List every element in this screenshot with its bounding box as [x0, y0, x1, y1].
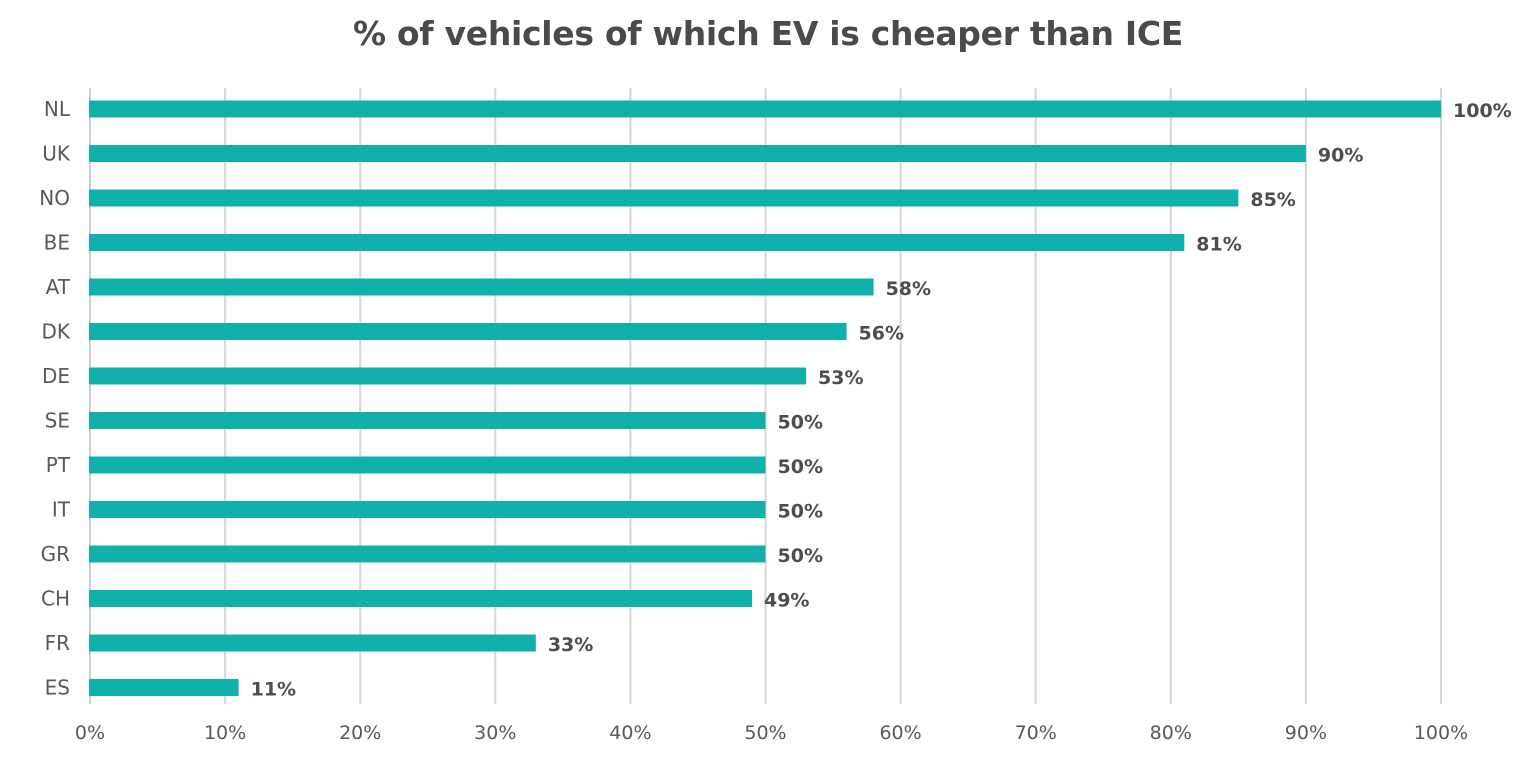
chart-title: % of vehicles of which EV is cheaper tha…	[352, 14, 1184, 53]
category-label-no: NO	[39, 186, 70, 210]
value-label-at: 58%	[886, 278, 931, 300]
x-tick-label: 10%	[204, 722, 246, 744]
bar-gr	[89, 545, 766, 563]
bars	[89, 100, 1441, 696]
bar-dk	[89, 323, 847, 340]
x-tick-label: 70%	[1015, 722, 1057, 744]
category-label-nl: NL	[44, 97, 71, 121]
value-label-nl: 100%	[1453, 100, 1512, 122]
value-label-gr: 50%	[778, 545, 823, 567]
value-label-it: 50%	[778, 501, 823, 523]
bar-fr	[89, 634, 536, 652]
category-label-se: SE	[45, 409, 70, 433]
x-tick-label: 50%	[744, 722, 786, 744]
value-label-no: 85%	[1250, 189, 1295, 211]
category-label-uk: UK	[42, 142, 71, 166]
bar-uk	[89, 145, 1306, 162]
x-tick-label: 30%	[474, 722, 516, 744]
x-tick-label: 40%	[609, 722, 651, 744]
category-label-be: BE	[44, 231, 70, 255]
category-label-es: ES	[45, 676, 70, 700]
value-label-fr: 33%	[548, 634, 593, 656]
bar-es	[89, 679, 239, 696]
category-labels: NL UK NO BE AT DK DE SE PT IT GR CH FR ES	[39, 97, 71, 700]
x-tick-label: 90%	[1285, 722, 1327, 744]
category-label-de: DE	[42, 364, 70, 388]
bar-be	[89, 234, 1185, 251]
bar-se	[89, 412, 766, 429]
category-label-at: AT	[46, 275, 71, 299]
category-label-ch: CH	[41, 587, 70, 611]
x-tick-label: 80%	[1150, 722, 1192, 744]
value-label-ch: 49%	[764, 590, 809, 612]
bar-nl	[89, 100, 1441, 118]
gridlines	[89, 88, 1442, 704]
x-tick-label: 0%	[75, 722, 105, 744]
value-label-uk: 90%	[1318, 145, 1363, 167]
category-label-it: IT	[52, 498, 71, 522]
bar-it	[89, 501, 766, 518]
value-label-dk: 56%	[859, 323, 904, 345]
bar-de	[89, 367, 807, 385]
category-label-fr: FR	[45, 631, 71, 655]
x-tick-label: 100%	[1414, 722, 1468, 744]
bar-no	[89, 189, 1239, 207]
value-label-pt: 50%	[778, 456, 823, 478]
category-label-dk: DK	[41, 320, 70, 344]
value-labels: 100% 90% 85% 81% 58% 56% 53% 50% 50% 50% 50% 49% 33%…	[251, 100, 1512, 701]
bar-ch	[89, 590, 752, 607]
value-label-de: 53%	[818, 367, 863, 389]
value-label-se: 50%	[778, 412, 823, 434]
x-axis-tick-labels: 0% 10% 20% 30% 40% 50% 60% 70% 80% 90% 100%	[75, 722, 1468, 744]
bar-pt	[89, 456, 766, 474]
category-label-gr: GR	[41, 542, 70, 566]
bar-at	[89, 278, 874, 296]
x-tick-label: 20%	[339, 722, 381, 744]
value-label-es: 11%	[251, 679, 296, 701]
x-tick-label: 60%	[879, 722, 921, 744]
category-label-pt: PT	[46, 453, 71, 477]
value-label-be: 81%	[1196, 234, 1241, 256]
